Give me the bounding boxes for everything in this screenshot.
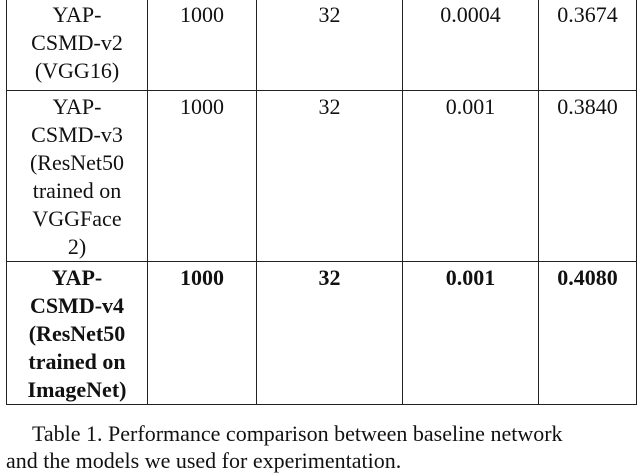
cell-text: 0.3840: [557, 94, 618, 119]
cell-text: VGGFace: [32, 206, 122, 231]
cell-text: YAP-: [51, 265, 103, 290]
cell-text: CSMD-v2: [31, 30, 123, 55]
cell-text: trained on: [32, 178, 122, 203]
caption-line: and the models we used for experimentati…: [6, 448, 402, 473]
caption-line: Table 1. Performance comparison between …: [32, 421, 563, 446]
table-cell: 0.4080: [538, 261, 637, 405]
cell-text: 0.001: [445, 265, 496, 290]
table-cell: 0.3840: [538, 90, 637, 262]
table-cell: 1000: [147, 90, 257, 262]
cell-text: YAP-: [52, 94, 102, 119]
table-cell: YAP- CSMD-v3 (ResNet50 trained on VGGFace 2): [6, 90, 148, 262]
cell-text: CSMD-v3: [31, 122, 123, 147]
table-cell: 0.001: [402, 90, 539, 262]
table-cell: 32: [256, 261, 403, 405]
cell-text: 32: [318, 265, 341, 290]
table-cell: 0.0004: [402, 0, 539, 91]
cell-text: 0.4080: [557, 265, 618, 290]
table-row: YAP- CSMD-v3 (ResNet50 trained on VGGFace 2) 1…: [6, 90, 637, 262]
cell-text: 1000: [180, 2, 224, 27]
table-cell: 0.3674: [538, 0, 637, 91]
results-table: YAP- CSMD-v2 (VGG16) 1000 32 0.0004 0.3674 YAP-…: [6, 0, 637, 405]
cell-text: 0.001: [445, 94, 496, 119]
cell-text: YAP-: [52, 2, 102, 27]
cell-text: 2): [67, 234, 87, 259]
cell-text: 0.0004: [440, 2, 501, 27]
table-cell: YAP- CSMD-v2 (VGG16): [6, 0, 148, 91]
table-row: YAP- CSMD-v4 (ResNet50 trained on ImageNet) 1…: [6, 261, 637, 405]
cell-text: 0.3674: [557, 2, 618, 27]
table-row: YAP- CSMD-v2 (VGG16) 1000 32 0.0004 0.3674: [6, 0, 637, 91]
cell-text: 32: [318, 2, 341, 27]
cell-text: trained on: [28, 349, 126, 374]
cell-text: (ResNet50: [29, 150, 125, 175]
table-cell: 1000: [147, 261, 257, 405]
table-cell: 0.001: [402, 261, 539, 405]
cell-text: 1000: [180, 94, 224, 119]
cell-text: (ResNet50: [28, 321, 126, 346]
table-cell: 1000: [147, 0, 257, 91]
cell-text: 32: [318, 94, 341, 119]
cell-text: ImageNet): [27, 377, 127, 402]
table-cell: YAP- CSMD-v4 (ResNet50 trained on ImageNet): [6, 261, 148, 405]
table-cell: 32: [256, 0, 403, 91]
cell-text: 1000: [180, 265, 224, 290]
cell-text: (VGG16): [34, 58, 120, 83]
table-cell: 32: [256, 90, 403, 262]
cell-text: CSMD-v4: [29, 293, 125, 318]
